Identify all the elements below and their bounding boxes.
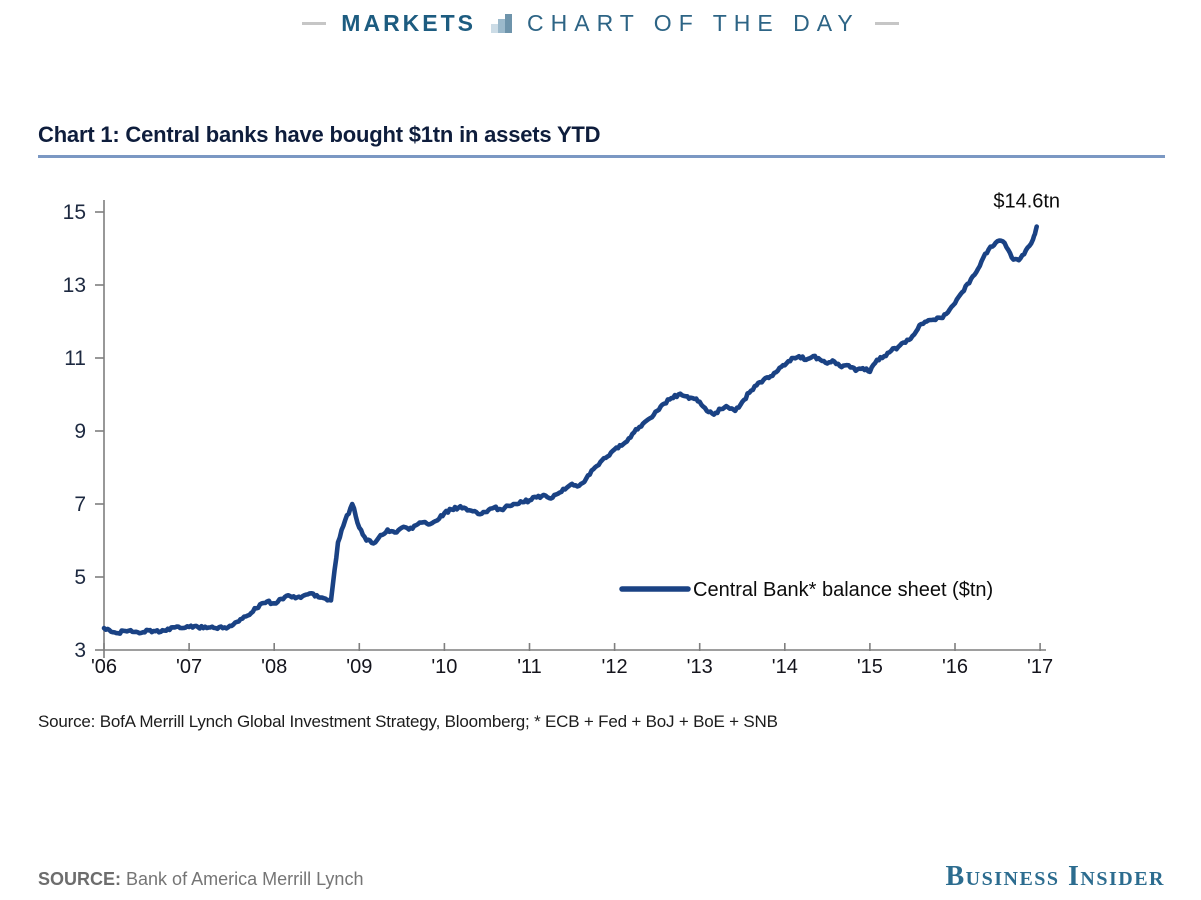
footer-source: SOURCE: Bank of America Merrill Lynch <box>38 869 363 890</box>
business-insider-logo: Business Insider <box>945 861 1165 892</box>
banner-right-rule <box>874 21 899 25</box>
chart-title-block: Chart 1: Central banks have bought $1tn … <box>38 122 1165 158</box>
x-axis-tick-label: '13 <box>687 656 713 678</box>
bar-chart-icon <box>491 13 513 33</box>
x-axis-tick-label: '12 <box>602 656 628 678</box>
y-axis-tick-label: 3 <box>74 639 86 662</box>
y-axis-tick-label: 7 <box>74 493 86 516</box>
banner-chart-of-the-day-label: CHART OF THE DAY <box>527 9 860 36</box>
banner-markets-label: MARKETS <box>341 9 477 36</box>
footer-source-label: SOURCE: <box>38 869 122 889</box>
x-axis-tick-label: '16 <box>942 656 968 678</box>
x-axis-tick-label: '09 <box>346 656 372 678</box>
balance-sheet-line <box>101 224 1039 636</box>
y-axis-tick-label: 9 <box>74 420 86 443</box>
y-axis-tick-label: 15 <box>63 201 86 224</box>
x-axis-tick-label: '14 <box>772 656 798 678</box>
endpoint-value-annotation: $14.6tn <box>993 191 1060 213</box>
x-axis-tick-label: '08 <box>261 656 287 678</box>
y-axis-tick-label: 11 <box>64 347 86 370</box>
banner-left-rule <box>302 21 327 25</box>
x-axis-tick-label: '06 <box>91 656 117 678</box>
x-axis-tick-label: '17 <box>1027 656 1053 678</box>
x-axis-tick-label: '10 <box>431 656 457 678</box>
footer-source-value: Bank of America Merrill Lynch <box>126 869 364 889</box>
y-axis-tick-label: 5 <box>74 566 86 589</box>
top-banner: MARKETS CHART OF THE DAY <box>0 8 1201 38</box>
central-bank-balance-sheet-line-chart: 3 5 7 9 11 13 15 '06 '07 '08 '09 '10 '11 '12 '13 '14 '15… <box>63 191 1060 678</box>
x-axis-tick-label: '15 <box>857 656 883 678</box>
x-axis-tick-label: '07 <box>176 656 202 678</box>
chart-title: Chart 1: Central banks have bought $1tn … <box>38 122 601 147</box>
y-axis-tick-label: 13 <box>63 274 86 297</box>
legend-label: Central Bank* balance sheet ($tn) <box>693 579 993 601</box>
x-axis-tick-label: '11 <box>517 656 542 678</box>
chart-source-note: Source: BofA Merrill Lynch Global Invest… <box>38 712 778 731</box>
